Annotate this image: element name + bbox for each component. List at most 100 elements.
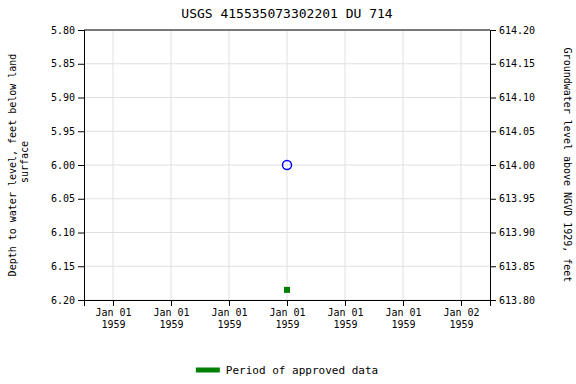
series — [284, 287, 290, 293]
tick: Jan 011959 — [211, 300, 247, 330]
tick: 613.85 — [490, 261, 535, 272]
tick: 6.10 — [51, 227, 84, 238]
tick: 6.05 — [51, 193, 84, 204]
axis-line — [78, 31, 85, 301]
tick-mark — [345, 300, 346, 306]
tick-label: 614.00 — [499, 160, 535, 171]
legend: Period of approved data — [196, 364, 378, 377]
legend-swatch — [196, 368, 220, 373]
grid-line — [171, 30, 172, 300]
tick-mark — [78, 199, 84, 200]
tick-label: 5.85 — [51, 58, 75, 69]
tick: 613.90 — [490, 227, 535, 238]
tick: 614.15 — [490, 58, 535, 69]
circle-marker — [283, 161, 292, 170]
tick-mark — [403, 300, 404, 306]
tick-label: 614.15 — [499, 58, 535, 69]
series — [283, 161, 292, 170]
tick: 6.20 — [51, 295, 84, 306]
tick: Jan 011959 — [327, 300, 363, 330]
tick: 5.80 — [51, 25, 84, 36]
y2-axis: 613.80 613.85 613.90 613.95 614.00 614.05 614.… — [490, 25, 535, 306]
tick-mark — [490, 131, 496, 132]
tick-label: Jan 011959 — [153, 307, 189, 330]
tick-label: Jan 011959 — [385, 307, 421, 330]
tick-label: 614.10 — [499, 92, 535, 103]
chart: 5.80 5.85 5.90 5.95 6.00 6.05 6.10 6.15 6.20 613.… — [0, 0, 576, 384]
tick-mark — [78, 233, 84, 234]
tick-label: 613.80 — [499, 295, 535, 306]
tick-label: Jan 011959 — [327, 307, 363, 330]
tick-mark — [229, 300, 230, 306]
legend-label: Period of approved data — [226, 364, 378, 377]
plot: 5.80 5.85 5.90 5.95 6.00 6.05 6.10 6.15 6.20 613.… — [51, 25, 535, 330]
x-axis: Jan 011959 Jan 011959 Jan 011959 Jan 011959… — [85, 300, 491, 330]
tick-mark — [78, 30, 84, 31]
grid-line — [345, 30, 346, 300]
marks — [283, 161, 292, 293]
grid-line — [84, 30, 490, 31]
tick-mark — [490, 233, 496, 234]
tick-label: Jan 021959 — [443, 307, 479, 330]
tick-mark — [171, 300, 172, 306]
tick-label: 614.20 — [499, 25, 535, 36]
tick-mark — [287, 300, 288, 306]
axis-line — [491, 31, 497, 301]
tick: 5.85 — [51, 58, 84, 69]
tick-mark — [78, 266, 84, 267]
tick-mark — [461, 300, 462, 306]
axis-line — [85, 301, 491, 307]
tick: Jan 011959 — [269, 300, 305, 330]
tick: Jan 021959 — [443, 300, 479, 330]
y-axis: 5.80 5.85 5.90 5.95 6.00 6.05 6.10 6.15 6.20 — [51, 25, 85, 306]
grid — [84, 30, 490, 300]
tick-label: 5.90 — [51, 92, 75, 103]
tick: Jan 011959 — [95, 300, 131, 330]
tick: 613.95 — [490, 193, 535, 204]
tick-mark — [113, 300, 114, 306]
tick-mark — [78, 64, 84, 65]
tick-label: 6.05 — [51, 193, 75, 204]
square-marker — [284, 287, 290, 293]
frame — [84, 30, 490, 31]
title: USGS 415535073302201 DU 714 — [181, 6, 392, 21]
tick-label: 613.85 — [499, 261, 535, 272]
tick: 6.00 — [51, 160, 84, 171]
tick: 5.95 — [51, 126, 84, 137]
tick-label: 613.95 — [499, 193, 535, 204]
tick-mark — [78, 300, 84, 301]
tick: 614.00 — [490, 160, 535, 171]
tick: 5.90 — [51, 92, 84, 103]
tick: 613.80 — [490, 295, 535, 306]
tick-label: 613.90 — [499, 227, 535, 238]
tick: 6.15 — [51, 261, 84, 272]
tick: Jan 011959 — [385, 300, 421, 330]
tick: 614.10 — [490, 92, 535, 103]
tick-label: 6.10 — [51, 227, 75, 238]
tick-mark — [490, 165, 496, 166]
tick-mark — [490, 30, 496, 31]
y-axis-title: Depth to water level, feet below land su… — [7, 54, 30, 277]
grid-line — [229, 30, 230, 300]
tick: 614.05 — [490, 126, 535, 137]
tick-mark — [78, 98, 84, 99]
tick-label: Jan 011959 — [95, 307, 131, 330]
tick-label: 6.00 — [51, 160, 75, 171]
tick: Jan 011959 — [153, 300, 189, 330]
tick-label: Jan 011959 — [269, 307, 305, 330]
tick-label: 614.05 — [499, 126, 535, 137]
tick-label: Jan 011959 — [211, 307, 247, 330]
legend-item: Period of approved data — [196, 364, 378, 377]
tick-label: 6.20 — [51, 295, 75, 306]
tick-label: 6.15 — [51, 261, 75, 272]
tick-mark — [78, 131, 84, 132]
tick-mark — [490, 98, 496, 99]
tick-label: 5.80 — [51, 25, 75, 36]
grid-line — [113, 30, 114, 300]
tick-mark — [490, 64, 496, 65]
tick-mark — [490, 266, 496, 267]
grid-line — [287, 30, 288, 300]
tick: 614.20 — [490, 25, 535, 36]
tick-mark — [78, 165, 84, 166]
grid-line — [403, 30, 404, 300]
